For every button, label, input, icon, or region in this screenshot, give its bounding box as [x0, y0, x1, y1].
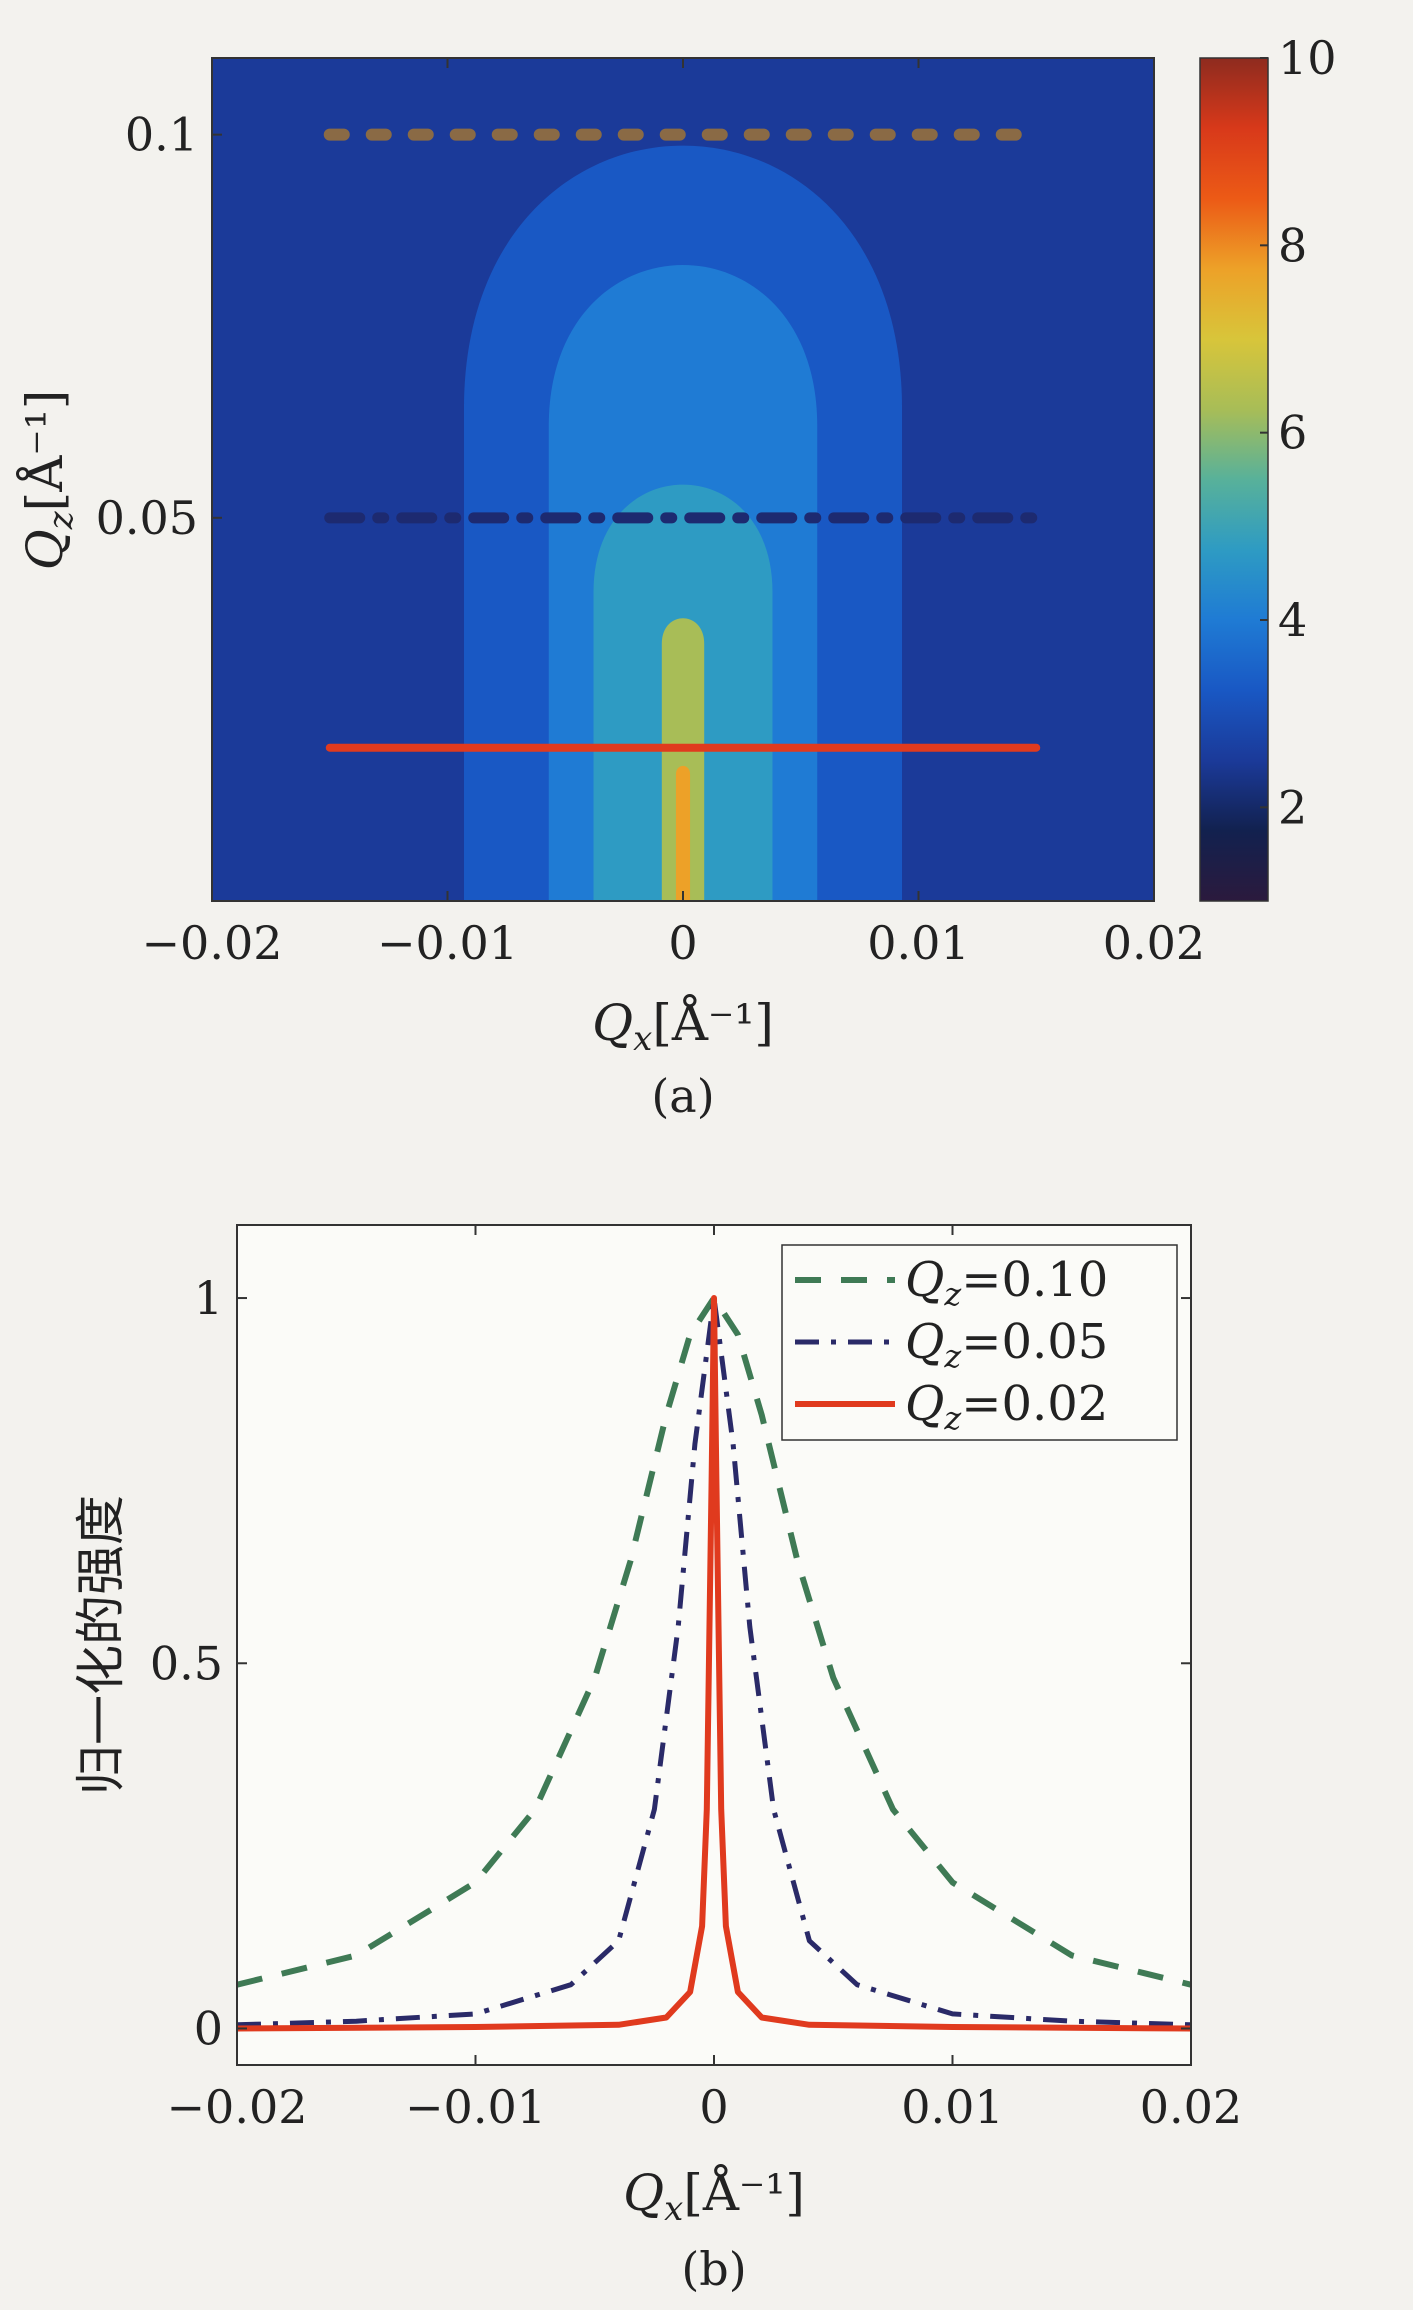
line-chart-caption: (b): [681, 2242, 746, 2296]
line-chart-x-tick-label: −0.02: [167, 2080, 308, 2134]
heatmap-panel: −0.02 −0.01 0 0.01 0.02 0.05 0.1 Qx[Å⁻¹] Qz[Å…: [15, 31, 1337, 1123]
colorbar-tick-label: 6: [1278, 406, 1307, 460]
line-chart-y-ticks: 00.51: [150, 1271, 1191, 2055]
heatmap-contours: [463, 145, 903, 901]
heatmap-x-tick-label: 0: [668, 916, 697, 970]
heatmap-x-tick-label: −0.01: [377, 916, 518, 970]
colorbar-tick-label: 10: [1278, 31, 1337, 85]
heatmap-y-tick-label: 0.1: [125, 108, 198, 162]
colorbar-ticks: 2 4 6 8 10: [1260, 31, 1337, 834]
line-chart-y-tick-label: 0.5: [150, 1636, 223, 1690]
line-chart-y-tick-label: 1: [194, 1271, 223, 1325]
legend-label: Qz=0.05: [905, 1314, 1108, 1375]
line-chart-x-axis-label: Qx[Å⁻¹]: [623, 2163, 805, 2229]
contour-region-4: [661, 618, 705, 901]
line-chart-panel: −0.02 −0.01 0 0.01 0.02 00.51 Qz=0.10Qz=0.05…: [72, 1224, 1242, 2296]
heatmap-y-axis-label: Qz[Å⁻¹]: [15, 390, 81, 570]
contour-region-5: [675, 765, 691, 901]
line-chart-x-tick-label: 0: [699, 2080, 728, 2134]
heatmap-x-tick-label: 0.02: [1103, 916, 1205, 970]
colorbar: [1199, 57, 1269, 902]
legend-label: Qz=0.02: [905, 1376, 1108, 1437]
heatmap-x-axis-label: Qx[Å⁻¹]: [592, 993, 774, 1059]
series-line-solid: [237, 1295, 1191, 2032]
heatmap-x-tick-label: −0.02: [142, 916, 283, 970]
line-chart-x-ticks: −0.02 −0.01 0 0.01 0.02: [167, 1225, 1242, 2134]
legend-label: Qz=0.10: [905, 1252, 1108, 1313]
heatmap-x-ticks: −0.02 −0.01 0 0.01 0.02: [142, 58, 1205, 970]
heatmap-y-tick-label: 0.05: [96, 491, 198, 545]
line-chart-x-tick-label: 0.02: [1140, 2080, 1242, 2134]
series-line-dashed: [237, 1295, 1191, 1988]
line-chart-x-tick-label: 0.01: [901, 2080, 1003, 2134]
heatmap-x-tick-label: 0.01: [867, 916, 969, 970]
line-chart-x-tick-label: −0.01: [405, 2080, 546, 2134]
colorbar-tick-label: 2: [1278, 780, 1307, 834]
colorbar-tick-label: 8: [1278, 218, 1307, 272]
line-chart-y-axis-label: 归一化的强度: [72, 1495, 130, 1795]
line-chart-y-tick-label: 0: [194, 2001, 223, 2055]
heatmap-line-cuts: [323, 128, 1043, 752]
colorbar-tick-label: 4: [1278, 593, 1307, 647]
series-line-dashdot: [237, 1295, 1191, 2028]
heatmap-y-ticks: 0.05 0.1: [96, 108, 222, 545]
heatmap-caption: (a): [651, 1069, 714, 1123]
line-chart-series: [237, 1295, 1191, 2032]
